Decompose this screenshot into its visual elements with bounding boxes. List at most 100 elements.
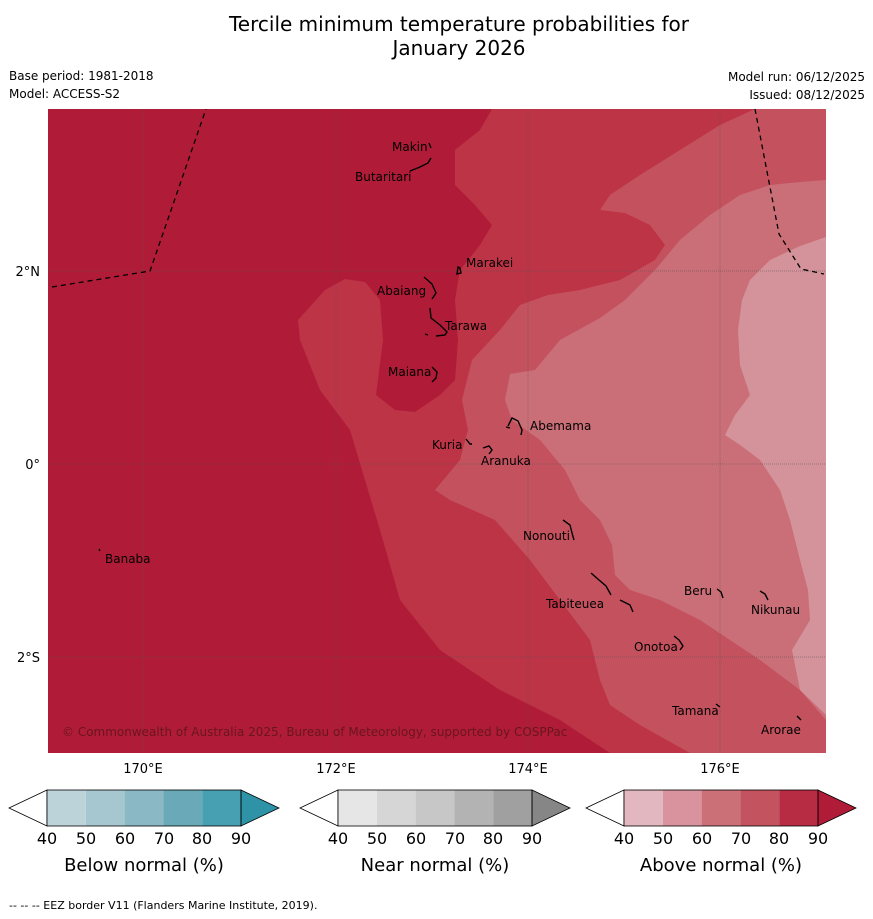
cb-below-tick-80: 80 [192, 829, 212, 848]
cb-below-tick-70: 70 [154, 829, 174, 848]
cb-below-tick-90: 90 [231, 829, 251, 848]
axis-labels: 2°N 0° 2°S 170°E 172°E 174°E 176°E [16, 265, 740, 777]
colorbar-segment [454, 790, 494, 826]
island-marakei [456, 265, 462, 275]
lat-label-2s: 2°S [17, 651, 40, 666]
cb-near-tick-60: 60 [406, 829, 426, 848]
colorbar-extend-high [817, 789, 857, 827]
colorbar-extend-low [299, 789, 339, 827]
cb-near-title: Near normal (%) [361, 855, 510, 876]
colorbar-segment [701, 790, 741, 826]
region-40-50 [725, 237, 826, 715]
colorbar-segment [415, 790, 455, 826]
label-tabiteuea: Tabiteuea [545, 597, 604, 611]
meta-left: Base period: 1981-2018 Model: ACCESS-S2 [9, 67, 154, 103]
probability-field: Makin Butaritari Marakei Abaiang Tarawa … [48, 109, 826, 753]
colorbar-near: 40 50 60 70 80 90 Near normal (%) [299, 789, 571, 876]
island-nikunau [759, 590, 769, 601]
colorbar-extend-high [531, 789, 571, 827]
base-period: Base period: 1981-2018 [9, 69, 154, 83]
label-butaritari: Butaritari [355, 170, 412, 184]
colorbar-segment [779, 790, 818, 826]
cb-above-title: Above normal (%) [640, 855, 802, 876]
map-title: Tercile minimum temperature probabilitie… [0, 12, 873, 60]
island-aranuka [482, 445, 493, 455]
colorbar-segment [124, 790, 164, 826]
island-makin [428, 142, 432, 149]
label-marakei: Marakei [466, 256, 513, 270]
cb-above-tick-90: 90 [808, 829, 828, 848]
colorbar-extend-high [240, 789, 280, 827]
label-abemama: Abemama [530, 419, 591, 433]
colorbar-above: 40 50 60 70 80 90 Above normal (%) [585, 789, 857, 876]
island-arorae [796, 715, 802, 721]
island-beru [716, 588, 724, 599]
cb-near-tick-50: 50 [367, 829, 387, 848]
label-beru: Beru [684, 584, 712, 598]
copyright-text: © Commonwealth of Australia 2025, Bureau… [62, 725, 567, 739]
lon-label-176e: 176°E [700, 762, 740, 777]
cb-above-tick-40: 40 [614, 829, 634, 848]
label-tarawa: Tarawa [444, 319, 487, 333]
island-kuria [465, 438, 472, 445]
island-abemama [505, 417, 523, 436]
label-banaba: Banaba [105, 552, 151, 566]
label-aranuka: Aranuka [481, 454, 531, 468]
lon-label-172e: 172°E [316, 762, 356, 777]
title-line-1: Tercile minimum temperature probabilitie… [228, 12, 690, 36]
island-outlines [98, 142, 802, 721]
label-nikunau: Nikunau [751, 603, 800, 617]
label-nonouti: Nonouti [523, 529, 570, 543]
cb-below-tick-40: 40 [37, 829, 57, 848]
label-tamana: Tamana [671, 704, 719, 718]
island-maiana [431, 366, 438, 383]
island-tarawa [424, 307, 448, 337]
cb-above-tick-60: 60 [692, 829, 712, 848]
title-line-2: January 2026 [392, 36, 526, 60]
grid-lines [48, 109, 826, 753]
island-onotoa [673, 635, 684, 651]
cb-near-tick-80: 80 [483, 829, 503, 848]
colorbar-outline [623, 789, 819, 827]
cb-above-tick-70: 70 [731, 829, 751, 848]
colorbar-segment [740, 790, 780, 826]
island-abaiang [423, 276, 437, 300]
label-makin: Makin [392, 140, 428, 154]
lat-label-0: 0° [25, 458, 40, 473]
lon-label-174e: 174°E [508, 762, 548, 777]
label-abaiang: Abaiang [377, 284, 426, 298]
colorbar-segment [202, 790, 241, 826]
colorbar-segment [85, 790, 125, 826]
colorbars: 40 50 60 70 80 90 Below normal (%) 40 50… [8, 789, 857, 876]
cb-below-tick-50: 50 [76, 829, 96, 848]
label-arorae: Arorae [761, 723, 801, 737]
label-maiana: Maiana [388, 365, 431, 379]
island-nonouti [562, 519, 575, 541]
colorbar-segment [493, 790, 532, 826]
island-tamana [715, 703, 721, 708]
colorbar-outline [46, 789, 242, 827]
colorbar-outline [337, 789, 533, 827]
colorbar-segment [338, 790, 377, 826]
label-onotoa: Onotoa [634, 640, 678, 654]
colorbar-segment [163, 790, 203, 826]
cb-near-tick-70: 70 [445, 829, 465, 848]
cb-above-tick-50: 50 [653, 829, 673, 848]
cb-above-tick-80: 80 [769, 829, 789, 848]
model-name: Model: ACCESS-S2 [9, 87, 121, 101]
issued-date: Issued: 08/12/2025 [749, 88, 865, 102]
eez-footnote: -- -- -- EEZ border V11 (Flanders Marine… [9, 899, 318, 912]
island-tabiteuea [590, 572, 634, 613]
cb-near-tick-40: 40 [328, 829, 348, 848]
model-run: Model run: 06/12/2025 [727, 70, 865, 84]
lat-label-2n: 2°N [16, 265, 41, 280]
cb-near-tick-90: 90 [522, 829, 542, 848]
colorbar-segment [662, 790, 702, 826]
colorbar-extend-low [8, 789, 48, 827]
island-banaba [98, 548, 101, 552]
colorbar-segment [376, 790, 416, 826]
colorbar-segment [624, 790, 663, 826]
colorbar-segment [47, 790, 86, 826]
colorbar-below: 40 50 60 70 80 90 Below normal (%) [8, 789, 280, 876]
colorbar-extend-low [585, 789, 625, 827]
